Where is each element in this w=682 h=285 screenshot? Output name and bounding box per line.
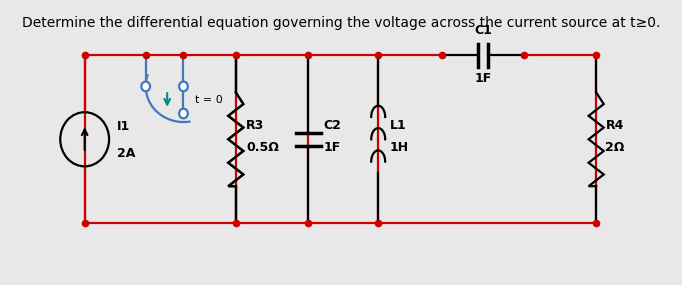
Text: I1: I1 — [117, 120, 130, 133]
Text: 0.5Ω: 0.5Ω — [246, 141, 279, 154]
Text: R4: R4 — [606, 119, 624, 132]
Text: C1: C1 — [474, 25, 492, 37]
Circle shape — [141, 82, 150, 91]
Text: Determine the differential equation governing the voltage across the current sou: Determine the differential equation gove… — [22, 16, 660, 30]
Text: R3: R3 — [246, 119, 265, 132]
Text: 2Ω: 2Ω — [606, 141, 625, 154]
Text: L1: L1 — [390, 119, 406, 132]
Circle shape — [179, 109, 188, 118]
Text: 1H: 1H — [390, 141, 409, 154]
Text: t = 0: t = 0 — [195, 95, 223, 105]
Text: 2A: 2A — [117, 147, 135, 160]
Text: 1F: 1F — [323, 141, 341, 154]
Text: 1F: 1F — [474, 72, 492, 85]
Text: C2: C2 — [323, 119, 342, 132]
Circle shape — [179, 82, 188, 91]
